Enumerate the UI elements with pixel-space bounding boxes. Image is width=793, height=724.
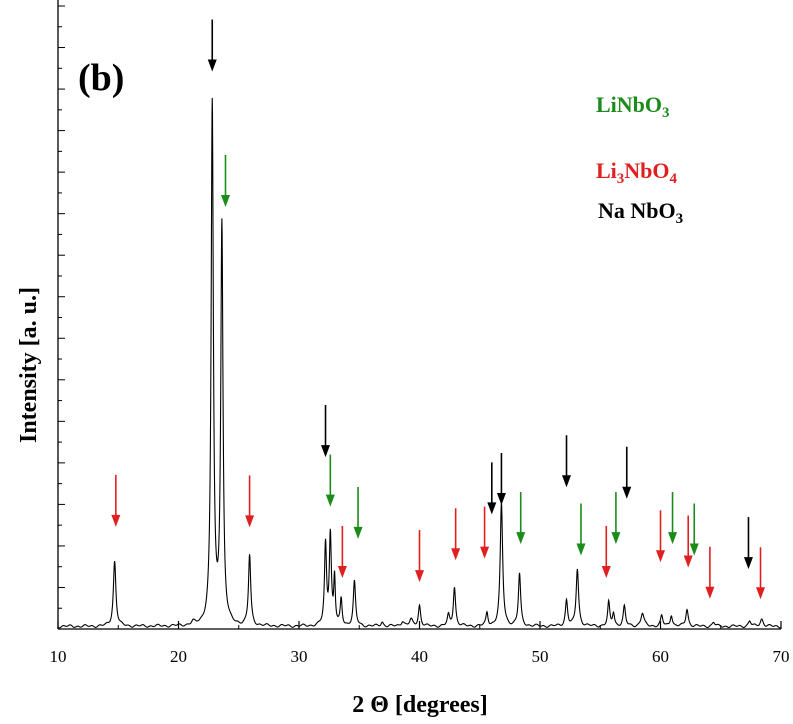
x-tick-label: 50 [532,647,549,666]
y-axis-ticks [58,5,65,630]
x-tick-label: 20 [170,647,187,666]
peak-marker-arrow [111,474,121,527]
peak-marker-arrow [321,405,331,458]
x-axis-title: 2 Θ [degrees] [352,692,488,718]
panel-label: (b) [78,57,124,99]
xrd-pattern-line [58,97,781,629]
peak-marker-arrow [576,503,586,556]
peak-marker-arrow [337,525,347,578]
peak-marker-arrow [622,446,632,499]
peak-marker-arrow [207,19,217,72]
legend-entry: LiNbO3 [596,92,670,121]
peak-marker-arrow [743,517,753,570]
peak-marker-arrow [705,546,715,599]
peak-marker-arrow [756,547,766,600]
x-tick-label: 10 [50,647,67,666]
y-axis-title: Intensity [a. u.] [16,287,42,443]
peak-marker-arrow [487,462,497,515]
legend: LiNbO3 Li3NbO4 Na NbO3 [596,92,683,227]
peak-marker-arrow [496,453,506,506]
peak-marker-arrow [245,475,255,528]
diffraction-series [58,97,781,629]
peak-marker-arrow [683,515,693,568]
peak-marker-arrow [415,530,424,583]
peak-marker-arrow [325,454,335,507]
x-tick-label: 30 [291,647,308,666]
x-tick-label: 60 [652,647,669,666]
peak-marker-arrow [656,510,665,563]
peak-marker-arrow [601,525,611,578]
peak-marker-arrow [611,492,621,545]
peak-marker-arrow [480,506,490,559]
peak-marker-arrow [353,486,363,539]
legend-entry: Li3NbO4 [596,158,678,187]
peak-marker-arrow [451,508,461,561]
peak-marker-arrow [516,492,526,545]
peak-marker-arrow [668,492,678,545]
legend-entry: Na NbO3 [598,198,683,227]
peak-marker-arrow [689,503,699,556]
peak-marker-arrow [220,154,230,207]
x-tick-label: 70 [773,647,790,666]
peak-markers [111,19,766,600]
x-axis-ticks: 10 20 30 40 50 60 70 [50,621,790,666]
x-tick-label: 40 [411,647,428,666]
peak-marker-arrow [562,435,572,488]
